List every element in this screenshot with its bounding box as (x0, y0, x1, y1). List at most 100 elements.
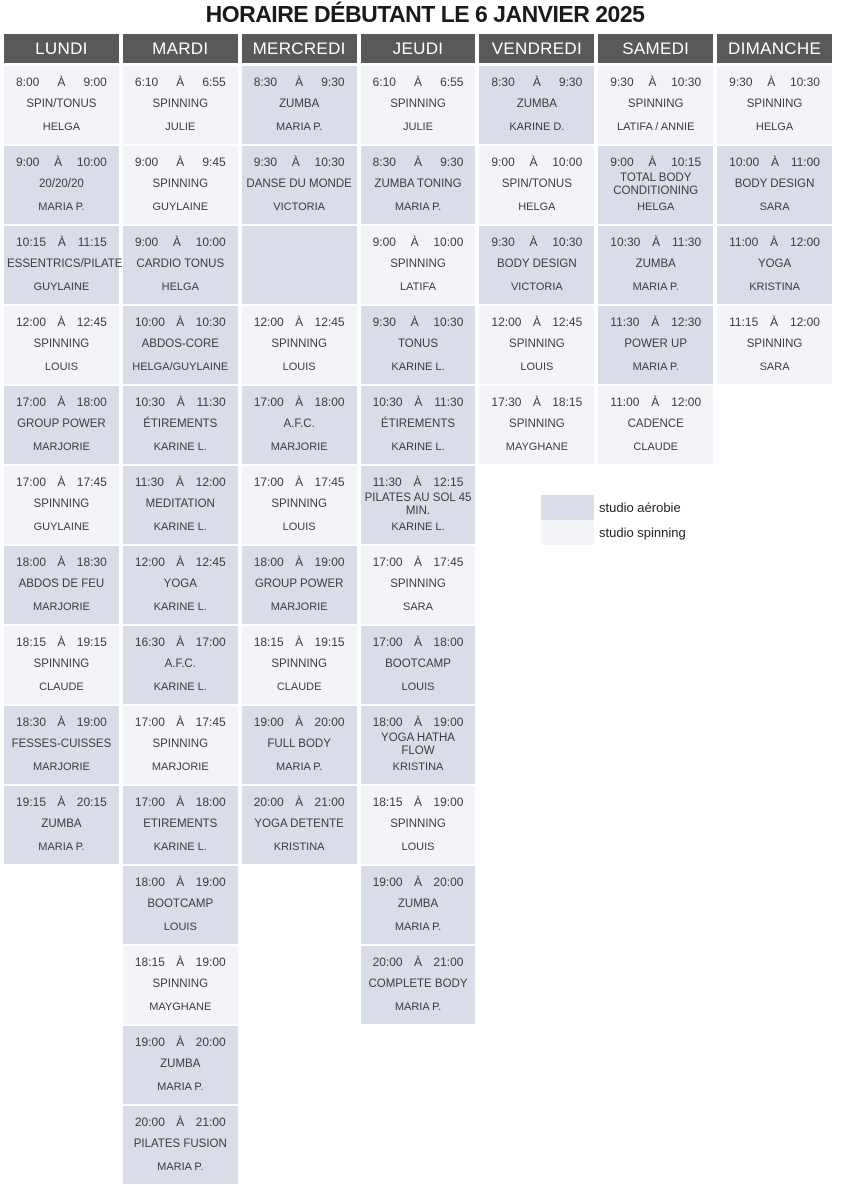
instructor-name: CLAUDE (633, 441, 679, 453)
instructor-name: KRISTINA (392, 761, 444, 773)
class-name: A.F.C. (164, 658, 196, 671)
class-cell: 11:15 À 12:00 SPINNING SARA (717, 306, 832, 384)
class-time-end: 10:30 (789, 75, 820, 89)
class-time: 18:00 À 19:00 (123, 876, 238, 888)
class-cell: 9:30 À 10:30 SPINNING HELGA (717, 66, 832, 144)
class-cell: 8:30 À 9:30 ZUMBA KARINE D. (479, 66, 595, 144)
class-name: 20/20/20 (39, 178, 84, 191)
class-name: CARDIO TONUS (136, 258, 225, 271)
class-time-end: 18:00 (433, 635, 464, 649)
class-time: 18:30 À 19:00 (4, 716, 119, 728)
class-name: PILATES FUSION (133, 1138, 227, 1151)
class-time-start: 11:15 (729, 315, 759, 329)
class-cell: 20:00 À 21:00 COMPLETE BODY MARIA P. (360, 946, 476, 1024)
class-time: 9:30 À 10:30 (717, 76, 832, 88)
class-name: COMPLETE BODY (368, 978, 468, 991)
class-time-end: 12:15 (433, 475, 464, 489)
instructor-name: LOUIS (163, 921, 197, 933)
class-time-start: 9:00 (134, 235, 159, 249)
time-separator: À (295, 75, 304, 89)
class-name: SPINNING (509, 418, 565, 431)
instructor-name: MARIA P. (38, 841, 85, 853)
class-time: 9:30 À 10:30 (598, 76, 713, 88)
time-separator: À (295, 795, 304, 809)
class-time-end: 21:00 (195, 1115, 226, 1129)
class-time: 10:30 À 11:30 (123, 396, 238, 408)
class-name: SPINNING (33, 498, 90, 511)
class-name: SPINNING (152, 178, 209, 191)
instructor-name: LOUIS (282, 521, 316, 533)
class-name: SPINNING (152, 98, 209, 111)
class-time-end: 20:15 (76, 795, 107, 809)
time-separator: À (410, 315, 419, 329)
class-time: 10:15 À 11:15 (4, 236, 119, 248)
time-separator: À (295, 635, 304, 649)
instructor-name: HELGA (518, 201, 556, 213)
class-time-start: 17:00 (372, 555, 403, 569)
class-cell: 8:30 À 9:30 ZUMBA TONING MARIA P. (360, 146, 476, 224)
class-cell: 18:00 À 19:00 BOOTCAMP LOUIS (122, 866, 238, 944)
instructor-name: KARINE L. (153, 681, 207, 693)
instructor-name: MARIA P. (394, 921, 442, 933)
day-column-mercredi: MERCREDI 8:30 À 9:30 ZUMBA MARIA P. 9:30 À 10:30… (241, 34, 357, 1185)
class-time-start: 17:00 (134, 715, 165, 729)
time-separator: À (413, 155, 422, 169)
instructor-name: MARIA P. (632, 281, 679, 293)
instructor-name: KARINE L. (391, 361, 445, 373)
class-name: SPINNING (152, 978, 209, 991)
class-time-start: 18:15 (16, 635, 47, 649)
class-name: DANSE DU MONDE (246, 178, 352, 191)
class-cell: 9:30 À 10:30 SPINNING LATIFA / ANNIE (598, 66, 714, 144)
class-name: MEDITATION (145, 498, 215, 511)
day-column-samedi: SAMEDI 9:30 À 10:30 SPINNING LATIFA / ANNIE 9:… (598, 34, 714, 1185)
instructor-name: MARIA P. (157, 1161, 204, 1173)
class-name: SPINNING (627, 98, 684, 111)
class-cell: 8:00 À 9:00 SPIN/TONUS HELGA (4, 66, 119, 144)
day-column-lundi: LUNDI 8:00 À 9:00 SPIN/TONUS HELGA 9:00 À 10:00 2… (4, 34, 130, 1185)
class-time-end: 10:30 (552, 235, 583, 249)
time-separator: À (295, 315, 304, 329)
class-name: SPINNING (509, 338, 565, 351)
class-time: 17:00 À 18:00 (123, 796, 238, 808)
class-cell: 20:00 À 21:00 PILATES FUSION MARIA P. (122, 1106, 238, 1184)
class-time-end: 12:45 (552, 315, 583, 329)
class-time: 17:00 À 18:00 (242, 396, 357, 408)
class-cell: 12:00 À 12:45 SPINNING LOUIS (479, 306, 595, 384)
instructor-name: MARIA P. (394, 1001, 442, 1013)
class-name: SPINNING (271, 338, 327, 351)
class-time-end: 12:00 (789, 235, 820, 249)
class-time-end: 21:00 (433, 955, 464, 969)
time-separator: À (176, 75, 185, 89)
class-time-end: 12:00 (671, 395, 702, 409)
class-time-end: 12:30 (671, 315, 702, 329)
class-name: ABDOS-CORE (141, 338, 219, 351)
time-separator: À (172, 235, 181, 249)
class-time: 17:00 À 18:00 (361, 636, 476, 648)
class-time-end: 10:00 (195, 235, 226, 249)
instructor-name: KARINE D. (509, 121, 565, 133)
instructor-name: MARJORIE (33, 761, 90, 773)
class-name: SPIN/TONUS (26, 98, 97, 111)
class-time: 20:00 À 21:00 (361, 956, 476, 968)
class-time-start: 18:15 (253, 635, 284, 649)
class-time-start: 9:00 (372, 235, 396, 249)
class-time-end: 11:30 (434, 395, 464, 409)
class-name: ÉTIREMENTS (380, 418, 456, 431)
class-time: 8:30 À 9:30 (479, 76, 594, 88)
instructor-name: SARA (403, 601, 433, 613)
day-column-mardi: MARDI 6:10 À 6:55 SPINNING JULIE 9:00 À 9:45 SPIN… (122, 34, 238, 1185)
time-separator: À (176, 635, 185, 649)
class-time-start: 18:00 (134, 875, 165, 889)
day-header-jeudi: JEUDI (360, 34, 476, 63)
instructor-name: MARJORIE (33, 601, 90, 613)
class-cell: 17:30 À 18:15 SPINNING MAYGHANE (479, 386, 595, 464)
class-time-start: 8:30 (491, 75, 515, 89)
time-separator: À (532, 75, 541, 89)
time-separator: À (771, 155, 780, 169)
class-time: 18:15 À 19:00 (361, 796, 476, 808)
class-name: ÉTIREMENTS (143, 418, 218, 431)
class-time: 12:00 À 12:45 (479, 316, 594, 328)
class-time-end: 10:00 (433, 235, 464, 249)
instructor-name: MARIA P. (632, 361, 679, 373)
class-time-start: 18:00 (16, 555, 47, 569)
